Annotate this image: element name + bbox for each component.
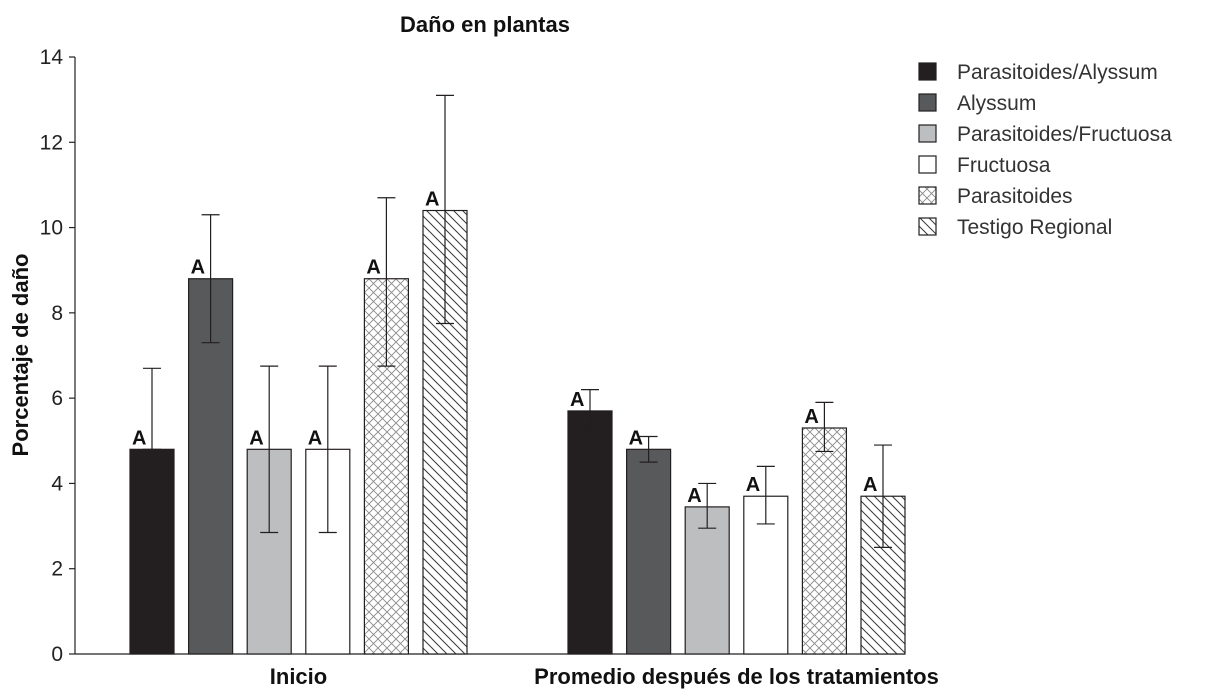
bar-significance-label: A — [570, 389, 584, 411]
bar-significance-label: A — [425, 189, 439, 211]
y-tick-label: 14 — [40, 46, 64, 69]
y-tick-label: 2 — [51, 558, 63, 581]
bar — [129, 448, 175, 655]
legend-label: Parasitoides/Fructuosa — [957, 123, 1172, 146]
bar-significance-label: A — [366, 257, 380, 279]
legend-label: Parasitoides/Alyssum — [957, 61, 1158, 84]
y-tick-label: 6 — [51, 387, 63, 410]
y-tick-label: 0 — [51, 643, 63, 666]
category-label: Promedio después de los tratamientos — [534, 664, 939, 689]
bars: Inicio A A A A A A Promedio después de los trat… — [129, 94, 939, 689]
legend-label: Parasitoides — [957, 185, 1073, 208]
legend-label: Fructuosa — [957, 154, 1051, 177]
bar — [567, 410, 613, 655]
bar — [625, 448, 672, 655]
bar-significance-label: A — [746, 474, 760, 496]
y-tick-label: 4 — [51, 472, 63, 495]
bar-significance-label: A — [804, 406, 818, 428]
y-tick-label: 8 — [51, 302, 63, 325]
y-tick-label: 10 — [40, 217, 63, 240]
bar — [188, 278, 234, 655]
bar-significance-label: A — [249, 427, 263, 449]
legend-label: Alyssum — [957, 92, 1036, 115]
bar-significance-label: A — [629, 427, 643, 449]
legend-swatch — [918, 62, 937, 81]
bar-significance-label: A — [687, 485, 701, 507]
bar — [801, 427, 848, 655]
bar-significance-label: A — [132, 427, 146, 449]
category-label: Inicio — [270, 664, 327, 689]
legend-swatch — [918, 93, 937, 112]
y-axis-label: Porcentaje de daño — [8, 254, 33, 457]
legend-label: Testigo Regional — [957, 216, 1112, 239]
legend-swatch — [918, 217, 937, 236]
legend-swatch — [918, 186, 937, 205]
legend-swatch — [918, 155, 937, 174]
bar-significance-label: A — [308, 427, 322, 449]
legend: Parasitoides/Alyssum Alyssum Parasitoides/… — [918, 61, 1172, 239]
legend-swatch — [918, 124, 937, 143]
bar-significance-label: A — [863, 474, 877, 496]
bar-significance-label: A — [191, 257, 205, 279]
chart-title: Daño en plantas — [400, 12, 570, 37]
y-tick-label: 12 — [40, 131, 63, 154]
bar — [684, 506, 730, 655]
